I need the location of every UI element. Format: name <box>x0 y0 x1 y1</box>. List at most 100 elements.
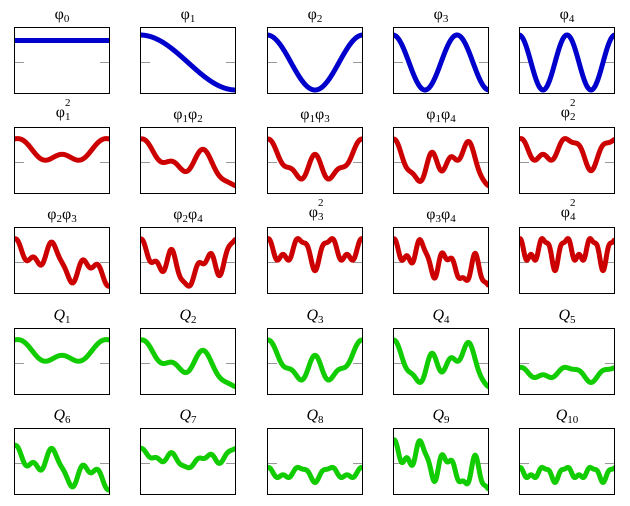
series-line <box>140 337 236 390</box>
plot-frame <box>14 27 110 94</box>
plot-frame <box>267 328 363 395</box>
panel-title: φ0 <box>54 6 70 25</box>
plot-area <box>393 227 489 294</box>
series-line <box>267 236 363 274</box>
chart-panel-19: Q4 <box>393 304 489 395</box>
series-line <box>267 464 363 485</box>
panel-title: Q7 <box>179 407 197 426</box>
plot-area <box>393 428 489 495</box>
series-line <box>519 464 615 485</box>
chart-panel-17: Q2 <box>140 304 236 395</box>
plot-area <box>14 27 110 94</box>
panel-title: Q10 <box>555 407 579 426</box>
panel-title: Q4 <box>432 307 450 326</box>
panel-title: Q6 <box>53 407 71 426</box>
plot-frame <box>140 328 236 395</box>
chart-panel-11: φ2φ3 <box>14 203 110 294</box>
plot-area <box>14 328 110 395</box>
plot-frame <box>519 127 615 194</box>
panel-title: φ3 <box>433 6 449 25</box>
plot-area <box>519 127 615 194</box>
plot-frame <box>393 127 489 194</box>
chart-panel-24: Q9 <box>393 404 489 495</box>
plot-frame <box>267 227 363 294</box>
panel-title: φ2φ4 <box>173 206 203 225</box>
panel-title: Q1 <box>53 307 71 326</box>
plot-area <box>140 227 236 294</box>
panel-title: Q3 <box>306 307 324 326</box>
plot-frame <box>14 227 110 294</box>
plot-area <box>393 328 489 395</box>
plot-frame <box>519 27 615 94</box>
series-line <box>393 136 489 189</box>
plot-frame <box>140 127 236 194</box>
series-line <box>393 337 489 390</box>
plot-frame <box>393 27 489 94</box>
series-line <box>267 136 363 182</box>
plot-area <box>267 428 363 495</box>
series-line <box>519 364 615 385</box>
plot-frame <box>393 227 489 294</box>
chart-panel-23: Q8 <box>267 404 363 495</box>
plot-area <box>519 328 615 395</box>
plot-area <box>14 227 110 294</box>
plot-frame <box>140 27 236 94</box>
plot-area <box>14 127 110 194</box>
panel-title: φ1φ3 <box>300 106 330 125</box>
chart-panel-18: Q3 <box>267 304 363 395</box>
chart-panel-12: φ2φ4 <box>140 203 236 294</box>
panel-title: Q8 <box>306 407 324 426</box>
series-line <box>14 337 110 364</box>
panel-title: Q5 <box>558 307 576 326</box>
chart-panel-2: φ1 <box>140 3 236 94</box>
plot-frame <box>519 428 615 495</box>
plot-area <box>267 227 363 294</box>
series-line <box>519 32 615 93</box>
panel-title: φ2 <box>307 6 323 25</box>
series-line <box>140 445 236 471</box>
plot-frame <box>267 127 363 194</box>
panel-title: Q9 <box>432 407 450 426</box>
plot-area <box>519 27 615 94</box>
series-line <box>140 32 236 93</box>
panel-title: φ2φ3 <box>47 206 77 225</box>
series-line <box>393 236 489 288</box>
series-line <box>14 442 110 493</box>
plot-frame <box>267 428 363 495</box>
panel-title: φ4 <box>559 6 575 25</box>
chart-panel-7: φ1φ2 <box>140 103 236 194</box>
plot-frame <box>14 127 110 194</box>
series-line <box>140 236 236 289</box>
plot-area <box>519 428 615 495</box>
plot-frame <box>140 428 236 495</box>
chart-panel-4: φ3 <box>393 3 489 94</box>
plot-area <box>140 127 236 194</box>
series-line <box>393 437 489 492</box>
chart-panel-25: Q10 <box>519 404 615 495</box>
plot-frame <box>519 227 615 294</box>
series-line <box>519 236 615 274</box>
series-line <box>14 236 110 289</box>
panel-title: φ1φ2 <box>173 106 203 125</box>
chart-panel-1: φ0 <box>14 3 110 94</box>
plot-frame <box>140 227 236 294</box>
chart-panel-8: φ1φ3 <box>267 103 363 194</box>
series-line <box>14 136 110 163</box>
plot-area <box>267 27 363 94</box>
series-line <box>393 32 489 93</box>
plot-frame <box>267 27 363 94</box>
panel-title: φ3φ4 <box>426 206 456 225</box>
series-line <box>267 337 363 383</box>
series-line <box>140 136 236 189</box>
plot-frame <box>14 328 110 395</box>
chart-panel-5: φ4 <box>519 3 615 94</box>
plot-area <box>267 328 363 395</box>
